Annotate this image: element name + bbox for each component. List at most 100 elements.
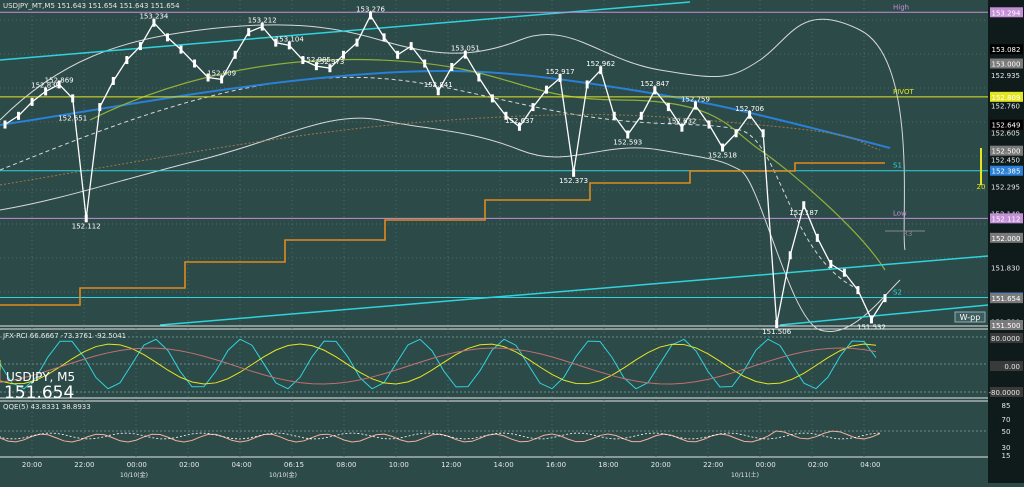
candle [639,111,643,120]
candle [680,123,684,132]
candle [396,50,400,59]
candle [802,201,806,210]
y-tick-label: 151.830 [991,264,1020,272]
candle [545,85,549,94]
swing-price-label: 152.973 [315,58,344,66]
rci-tick-label: 80.0000 [991,335,1020,343]
price-series-line [4,14,886,325]
rci-tick-bg [990,361,1023,371]
candle [17,111,21,120]
swing-price-label: 153.104 [275,35,304,43]
price-tag-bg [990,58,1023,69]
swing-price-label: 152.869 [45,76,74,84]
candle [490,94,494,103]
qqe-signal-line [0,432,881,440]
swing-price-label: 152.518 [708,152,737,160]
candle [856,286,860,295]
y-tick-label: 152.935 [991,72,1020,80]
trend-line-lower [779,304,989,326]
candle [572,168,576,177]
swing-price-label: 152.112 [72,222,101,230]
price-tag: 152.500 [992,148,1021,156]
candle [666,103,670,112]
current-price: 151.654 [4,383,75,403]
price-tag: 153.294 [992,9,1021,17]
y-tick-label: 152.450 [991,156,1020,164]
swing-price-label: 152.841 [424,81,453,89]
qqe-title: QQE(5) 43.8331 38.8933 [3,403,91,411]
candle [274,38,278,47]
price-tag-bg [990,44,1023,55]
price-tag: 152.112 [992,215,1021,223]
price-tag-bg [990,293,1023,304]
level-label-low: Low [893,209,907,217]
candle [558,73,562,82]
bollinger-lower [0,117,901,333]
swing-price-label: 152.637 [505,117,534,125]
swing-price-label: 152.917 [546,68,575,76]
swing-price-label: 153.051 [451,45,480,53]
weekly-step-line [0,162,885,306]
price-tag-bg [990,232,1023,243]
swing-price-label: 152.632 [667,118,696,126]
candle [260,22,264,31]
candle [504,111,508,120]
level-label-pivot: PIVOT [893,88,914,96]
level-label-w-pp: W-pp [960,313,981,322]
swing-price-label: 152.839 [31,82,60,90]
swing-price-label: 152.985 [302,56,331,64]
candle [314,62,318,71]
range-marker-label: 20 [977,183,986,191]
price-tag: 151.654 [992,295,1021,303]
candle [111,76,115,85]
x-tick-label: 16:00 [546,461,566,469]
price-tag: 151.500 [992,322,1021,330]
candle [761,129,765,138]
candle [220,75,224,84]
candle [355,38,359,47]
x-tick-label: 00:00 [756,461,776,469]
price-tag: 152.000 [992,235,1021,243]
swing-price-label: 152.593 [613,138,642,146]
qqe-tick-label: 30 [1002,444,1011,452]
candle [382,33,386,42]
candle [247,28,251,37]
price-tag-bg [990,119,1023,130]
candle [287,41,291,50]
price-tag: 152.649 [992,122,1021,130]
candle [788,251,792,260]
candle [369,11,373,20]
x-tick-label: 06:15 [284,461,304,469]
candle [193,59,197,68]
swing-price-label: 153.276 [356,5,385,13]
price-tag: 152.809 [992,94,1021,102]
x-tick-label: 04:00 [232,461,252,469]
date-tick-label: 10/11(土) [731,471,759,479]
candle [531,103,535,112]
candle [233,50,237,59]
level-label-high: High [893,3,909,11]
candle [626,130,630,139]
chart-header: USDJPY_MT,M5 151.643 151.654 151.643 151… [3,2,180,10]
level-label-r3: R3 [903,230,912,238]
level-label-s1: S1 [893,162,902,170]
swing-price-label: 152.909 [207,69,236,77]
candle [301,56,305,65]
swing-price-label: 152.847 [640,80,669,88]
price-tag: 153.000 [992,61,1021,69]
x-tick-label: 00:00 [127,461,147,469]
x-tick-label: 02:00 [808,461,828,469]
candle [517,122,521,131]
swing-price-label: 152.187 [789,209,818,217]
qqe-tick-label: 70 [1002,416,1011,424]
y-tick-label: 152.605 [991,129,1020,137]
x-tick-label: 22:00 [74,461,94,469]
candle [883,294,887,303]
trend-line-mid [159,255,989,326]
date-tick-label: 10/10(金) [269,471,297,479]
trend-line-upper [0,1,691,61]
candle [98,103,102,112]
